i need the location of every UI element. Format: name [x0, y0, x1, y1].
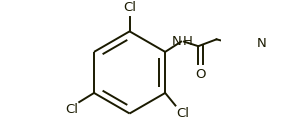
Text: Cl: Cl	[123, 1, 136, 14]
Text: O: O	[195, 68, 206, 81]
Text: N: N	[257, 37, 266, 50]
Text: H: H	[182, 35, 192, 48]
Text: Cl: Cl	[177, 107, 190, 120]
Text: Cl: Cl	[65, 103, 78, 116]
Text: N: N	[171, 35, 181, 48]
